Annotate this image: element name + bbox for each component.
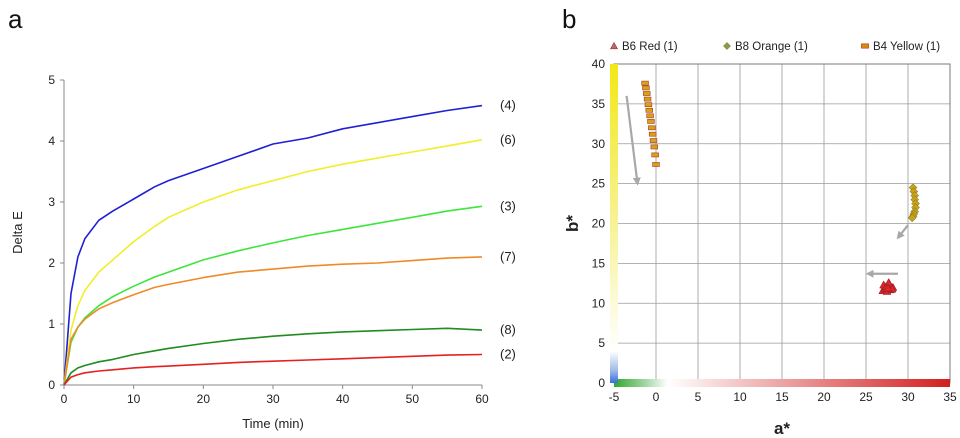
panel-a-x-tick-label: 0: [61, 392, 68, 406]
panel-a-x-tick-label: 40: [336, 392, 350, 406]
scatter-point: [646, 113, 654, 119]
panel-a-x-tick-label: 60: [475, 392, 489, 406]
scatter-point: [651, 152, 659, 158]
panel-b-x-tick-label: 30: [901, 390, 915, 404]
panel-a-series-line: [63, 256, 483, 386]
scatter-point: [648, 125, 656, 131]
panel-a-series-line: [63, 327, 483, 386]
scatter-point: [649, 138, 658, 143]
panel-b-x-tick-label: 5: [695, 390, 702, 404]
legend-label: B6 Red (1): [622, 41, 678, 53]
panel-a-series-line: [63, 205, 483, 386]
b-star-color-axis: [610, 64, 618, 383]
panel-b-y-tick-label: 35: [592, 97, 606, 111]
scatter-point: [644, 102, 653, 108]
panel-b-x-tick-label: 10: [733, 390, 747, 404]
panel-a-y-tick-label: 0: [48, 378, 55, 392]
panel-a-series-label: (8): [500, 322, 516, 337]
scatter-point: [641, 80, 649, 86]
legend-label: B4 Yellow (1): [873, 41, 940, 53]
panel-b-chart: 0 5 10 15 20 25 30 35 40 -5 0 5 10 15 20 25 30 35 a* b* B6 R…: [563, 41, 957, 438]
scatter-point: [647, 119, 655, 124]
panel-a-series-label: (3): [500, 198, 516, 213]
panel-b-y-tick-label: 30: [592, 137, 606, 151]
scatter-point: [652, 162, 660, 167]
panel-b-y-tick-label: 10: [592, 296, 606, 310]
scatter-point: [645, 107, 653, 113]
trend-arrow: [896, 224, 909, 240]
panel-a-x-tick-label: 50: [406, 392, 420, 406]
scatter-point: [884, 278, 894, 286]
legend-label: B8 Orange (1): [735, 41, 808, 53]
panel-a-x-tick-label: 30: [266, 392, 280, 406]
scatter-point: [648, 131, 657, 137]
panel-b-y-tick-label: 25: [592, 177, 606, 191]
panel-b-label: b: [562, 4, 576, 34]
panel-a-y-axis-label: Delta E: [10, 211, 25, 254]
a-star-color-axis: [614, 379, 950, 387]
panel-b-x-tick-label: 35: [943, 390, 957, 404]
panel-a-x-axis-label: Time (min): [242, 416, 304, 431]
panel-b-x-tick-label: 15: [775, 390, 789, 404]
panel-a-x-tick-label: 10: [127, 392, 141, 406]
panel-b-x-tick-label: 20: [817, 390, 831, 404]
scatter-point: [642, 85, 650, 91]
panel-b-x-tick-label: -5: [609, 390, 620, 404]
scatter-point: [907, 213, 917, 223]
scatter-point: [643, 91, 651, 96]
panel-a-y-tick-label: 4: [48, 134, 55, 148]
scatter-point: [883, 283, 893, 292]
panel-a-y-tick-label: 3: [48, 195, 55, 209]
panel-b-y-tick-label: 0: [598, 376, 605, 390]
panel-a-series-line: [63, 139, 483, 386]
panel-a-series-label: (4): [500, 98, 516, 113]
scatter-point: [643, 96, 652, 102]
legend-marker: [861, 43, 869, 49]
panel-b-y-tick-label: 15: [592, 256, 606, 270]
panel-a-series-line: [63, 104, 483, 386]
legend-marker: [723, 42, 731, 50]
panel-b-x-tick-label: 25: [859, 390, 873, 404]
panel-a-y-tick-label: 1: [48, 317, 55, 331]
panel-b-y-tick-label: 20: [592, 217, 606, 231]
panel-b-y-tick-label: 5: [598, 336, 605, 350]
panel-b-y-axis-label: b*: [563, 215, 582, 232]
panel-a-x-tick-label: 20: [197, 392, 211, 406]
panel-a-series-label: (6): [500, 132, 516, 147]
panel-a-series-line: [63, 353, 483, 386]
panel-a-y-tick-label: 5: [48, 73, 55, 87]
panel-a-series-label: (2): [500, 347, 516, 362]
legend-marker: [609, 41, 619, 50]
trend-arrow: [625, 95, 641, 186]
panel-a-y-tick-label: 2: [48, 256, 55, 270]
scatter-point: [650, 144, 659, 150]
panel-b-y-tick-label: 40: [592, 57, 606, 71]
panel-a-series-label: (7): [500, 249, 516, 264]
panel-b-x-tick-label: 0: [653, 390, 660, 404]
panel-a-label: a: [8, 4, 23, 34]
panel-b-x-axis-label: a*: [774, 419, 790, 438]
